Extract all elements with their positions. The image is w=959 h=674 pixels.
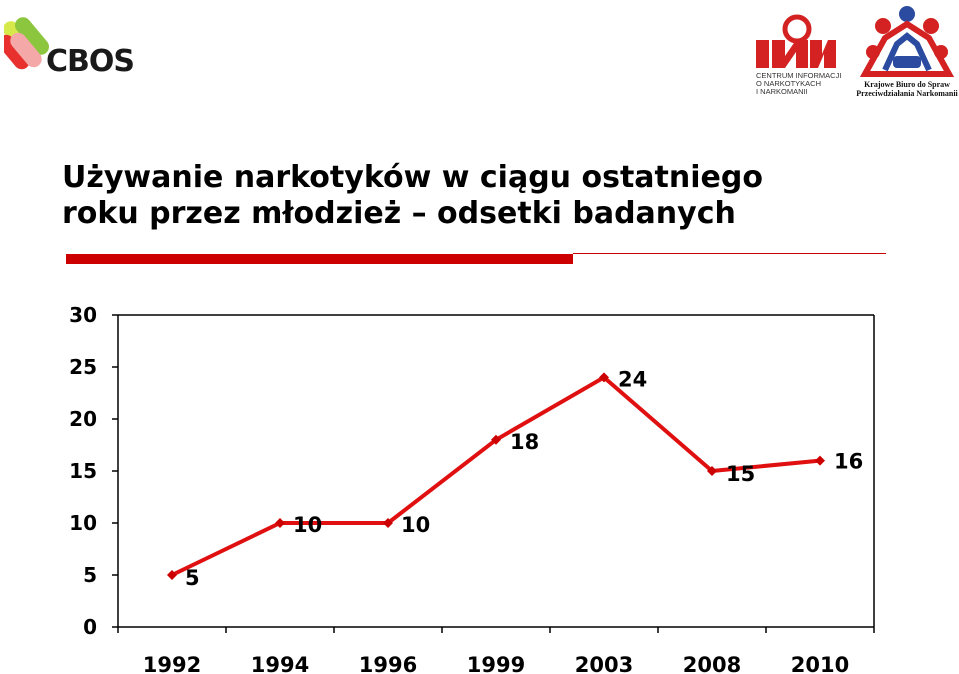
page-title-line-1: Używanie narkotyków w ciągu ostatniego bbox=[62, 160, 763, 195]
y-tick-label: 25 bbox=[69, 355, 97, 379]
x-tick-label: 1996 bbox=[359, 653, 417, 674]
y-tick-label: 15 bbox=[69, 459, 97, 483]
data-label: 24 bbox=[618, 367, 647, 391]
data-label: 16 bbox=[834, 450, 863, 474]
x-tick-label: 2010 bbox=[791, 653, 849, 674]
data-label: 18 bbox=[510, 430, 539, 454]
chart-axes bbox=[112, 314, 875, 633]
kbpn-logo: Krajowe Biuro do Spraw Przeciwdziałania … bbox=[855, 4, 959, 102]
chart-labels: 0 5 10 15 20 25 30 1992 1994 1996 1999 2003 2008 2010… bbox=[69, 303, 863, 674]
data-label: 10 bbox=[401, 513, 430, 537]
x-tick-label: 1994 bbox=[251, 653, 309, 674]
cin-logo-text: CENTRUM INFORMACJI O NARKOTYKACH I NARKO… bbox=[756, 72, 846, 96]
data-point bbox=[383, 518, 393, 528]
data-point bbox=[491, 434, 501, 445]
chart-series bbox=[167, 372, 825, 580]
kbpn-logo-text: Krajowe Biuro do Spraw Przeciwdziałania … bbox=[855, 80, 959, 98]
data-point bbox=[599, 372, 609, 383]
cin-logo-icon bbox=[756, 14, 836, 68]
data-label: 10 bbox=[293, 513, 322, 537]
kbpn-logo-text-line: Przeciwdziałania Narkomanii bbox=[856, 89, 958, 98]
cin-logo-text-line: O NARKOTYKACH bbox=[756, 79, 822, 88]
data-point bbox=[167, 570, 177, 580]
y-tick-label: 10 bbox=[69, 511, 97, 535]
title-underline-thick bbox=[66, 254, 573, 264]
x-tick-label: 1992 bbox=[143, 653, 201, 674]
kbpn-logo-text-line: Krajowe Biuro do Spraw bbox=[864, 80, 950, 89]
data-point bbox=[275, 518, 285, 528]
cbos-logo-icon bbox=[0, 17, 49, 70]
data-point bbox=[815, 455, 825, 466]
page-title: Używanie narkotyków w ciągu ostatniego r… bbox=[62, 160, 922, 232]
cbos-logo: CBOS bbox=[0, 10, 144, 82]
x-tick-label: 1999 bbox=[467, 653, 525, 674]
y-tick-label: 30 bbox=[69, 303, 97, 327]
title-underline-thin bbox=[573, 253, 886, 254]
x-tick-label: 2008 bbox=[683, 653, 741, 674]
series-line bbox=[171, 375, 821, 577]
y-tick-label: 20 bbox=[69, 407, 97, 431]
data-label: 15 bbox=[726, 462, 755, 486]
data-point bbox=[707, 466, 717, 476]
y-tick-label: 0 bbox=[83, 615, 97, 639]
page-title-line-2: roku przez młodzież – odsetki badanych bbox=[62, 196, 736, 231]
y-tick-label: 5 bbox=[83, 563, 97, 587]
cin-logo-text-line: CENTRUM INFORMACJI bbox=[756, 71, 842, 80]
data-label: 5 bbox=[185, 566, 200, 590]
cin-logo-text-line: I NARKOMANII bbox=[756, 87, 808, 96]
x-tick-label: 2003 bbox=[575, 653, 633, 674]
kbpn-logo-icon bbox=[859, 6, 955, 77]
cbos-logo-word: CBOS bbox=[46, 44, 135, 79]
line-chart: 0 5 10 15 20 25 30 1992 1994 1996 1999 2003 2008 2010… bbox=[69, 303, 875, 674]
cin-logo: CENTRUM INFORMACJI O NARKOTYKACH I NARKO… bbox=[752, 12, 841, 100]
